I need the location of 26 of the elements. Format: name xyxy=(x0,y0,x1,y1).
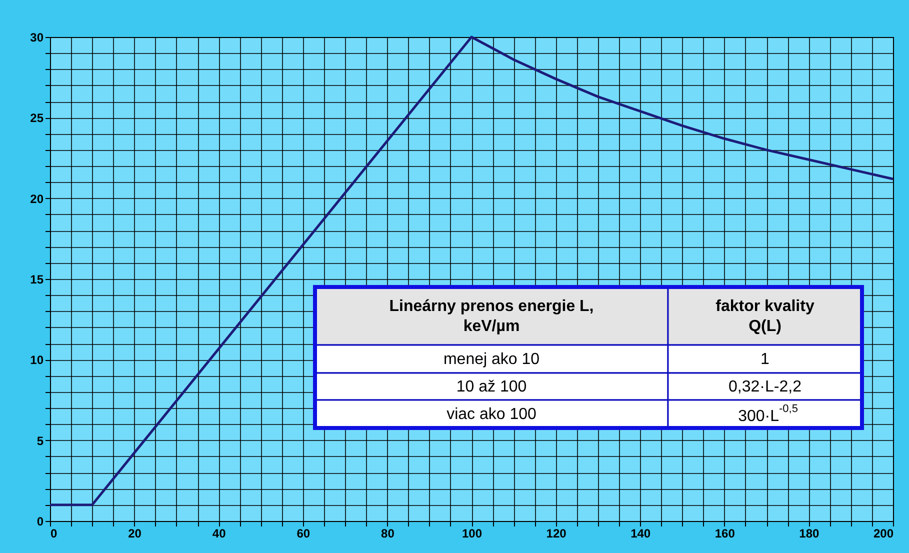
y-tick-label: 25 xyxy=(30,111,44,126)
y-tick-label: 5 xyxy=(36,434,44,448)
x-tick-label: 180 xyxy=(799,526,820,540)
annotation: 0,32·L-2,2 xyxy=(728,378,802,396)
annotation: 1 xyxy=(760,351,770,368)
y-tick-label: 15 xyxy=(30,272,44,286)
x-tick-label: 60 xyxy=(296,526,310,540)
annotation: viac ako 100 xyxy=(446,406,537,423)
line-series xyxy=(48,36,894,506)
x-tick-label: 0 xyxy=(50,526,58,540)
annotation: 10 až 100 xyxy=(456,378,527,396)
annotation: Lineárny prenos energie L, keV/µm xyxy=(389,298,594,335)
x-tick-label: 80 xyxy=(381,526,395,540)
y-tick-label: 10 xyxy=(30,353,44,368)
x-tick-label: 20 xyxy=(128,526,142,540)
annotation: faktor kvality Q(L) xyxy=(716,298,814,335)
y-tick-label: 20 xyxy=(30,192,44,206)
annotation: menej ako 10 xyxy=(443,351,540,368)
y-tick-label: 0 xyxy=(36,514,44,528)
x-tick-label: 160 xyxy=(714,526,736,540)
x-tick-label: 200 xyxy=(873,526,894,540)
x-tick-label: 120 xyxy=(546,526,567,540)
x-tick-label: 100 xyxy=(462,526,482,540)
y-tick-label: 30 xyxy=(30,30,44,44)
x-tick-label: 140 xyxy=(630,526,651,540)
x-tick-label: 40 xyxy=(212,526,226,540)
